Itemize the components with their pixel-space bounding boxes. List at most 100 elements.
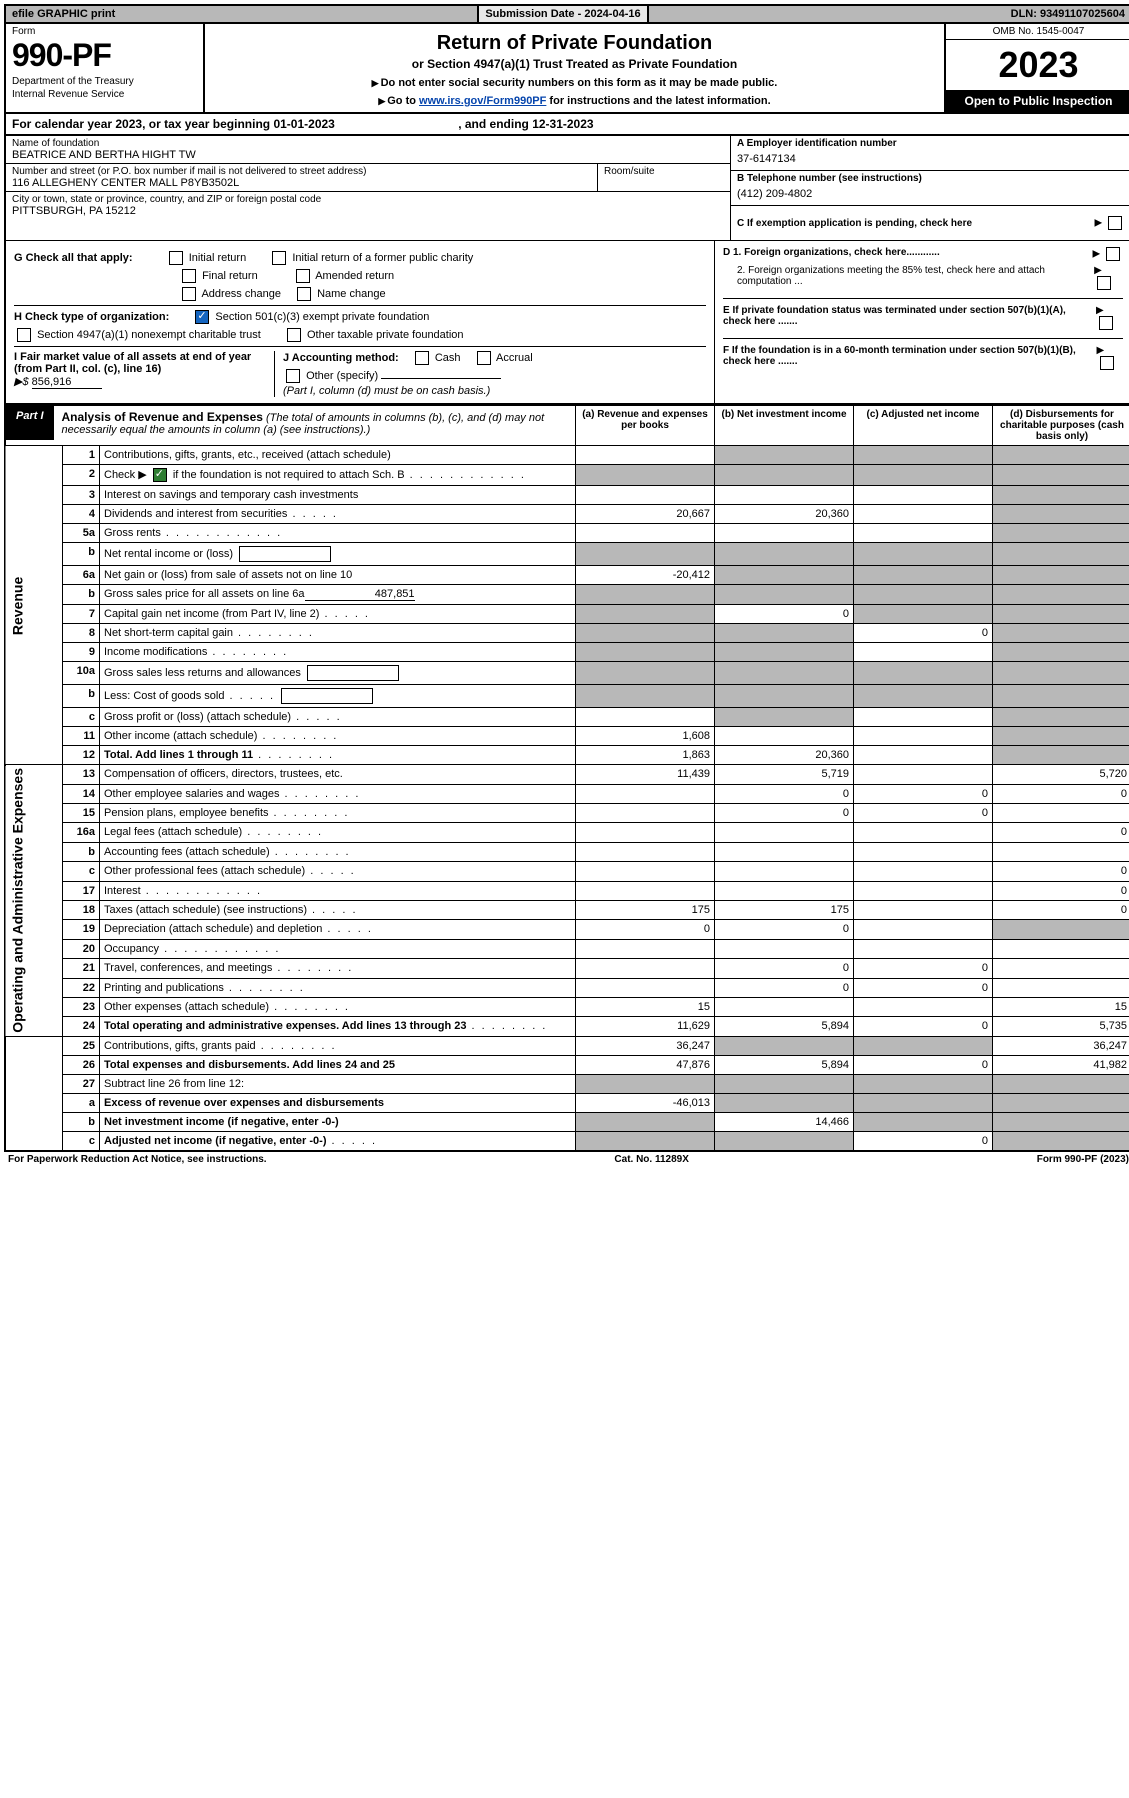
part1-title: Analysis of Revenue and Expenses (The to…	[54, 406, 575, 440]
name-change-checkbox[interactable]	[297, 287, 311, 301]
501c3-checkbox[interactable]	[195, 310, 209, 324]
line-g-row3: Address change Name change	[179, 287, 706, 301]
submission-date: Submission Date - 2024-04-16	[477, 6, 648, 22]
tax-year-end: 12-31-2023	[532, 117, 593, 131]
row-1: Contributions, gifts, grants, etc., rece…	[100, 446, 576, 465]
row-16c: Other professional fees (attach schedule…	[100, 862, 576, 881]
accrual-checkbox[interactable]	[477, 351, 491, 365]
phone-value: (412) 209-4802	[737, 188, 1125, 200]
foreign-85-checkbox[interactable]	[1097, 276, 1111, 290]
check-section: G Check all that apply: Initial return I…	[4, 241, 1129, 405]
revenue-side-label: Revenue	[5, 446, 63, 765]
dln-number: DLN: 93491107025604	[1005, 6, 1129, 22]
page-footer: For Paperwork Reduction Act Notice, see …	[4, 1152, 1129, 1167]
line-g-row2: Final return Amended return	[179, 269, 706, 283]
val-12b: 20,360	[715, 746, 854, 765]
entity-block: Name of foundation BEATRICE AND BERTHA H…	[4, 136, 1129, 241]
sch-b-checkbox[interactable]	[153, 468, 167, 482]
line-d1: D 1. Foreign organizations, check here..…	[723, 247, 1123, 261]
60-month-checkbox[interactable]	[1100, 356, 1114, 370]
cash-checkbox[interactable]	[415, 351, 429, 365]
row-10a: Gross sales less returns and allowances	[100, 662, 576, 685]
ssn-warning: Do not enter social security numbers on …	[209, 77, 940, 89]
row-20: Occupancy	[100, 939, 576, 958]
other-taxable-checkbox[interactable]	[287, 328, 301, 342]
paperwork-notice: For Paperwork Reduction Act Notice, see …	[8, 1154, 267, 1165]
irs-label: Internal Revenue Service	[12, 89, 197, 100]
val-4b: 20,360	[715, 505, 854, 524]
efile-print-label: efile GRAPHIC print	[6, 6, 121, 22]
row-12: Total. Add lines 1 through 11	[100, 746, 576, 765]
row-22: Printing and publications	[100, 978, 576, 997]
cat-number: Cat. No. 11289X	[614, 1154, 688, 1165]
foundation-name-cell: Name of foundation BEATRICE AND BERTHA H…	[6, 136, 730, 164]
row-6a: Net gain or (loss) from sale of assets n…	[100, 566, 576, 585]
row-2: Check ▶ if the foundation is not require…	[100, 465, 576, 486]
dept-treasury: Department of the Treasury	[12, 76, 197, 87]
form-footer-label: Form 990-PF (2023)	[1037, 1154, 1129, 1165]
omb-number: OMB No. 1545-0047	[946, 24, 1129, 40]
foreign-org-checkbox[interactable]	[1106, 247, 1120, 261]
initial-return-checkbox[interactable]	[169, 251, 183, 265]
title-block: Return of Private Foundation or Section …	[205, 24, 944, 112]
tax-year: 2023	[946, 40, 1129, 90]
row-7: Capital gain net income (from Part IV, l…	[100, 605, 576, 624]
line-d2: 2. Foreign organizations meeting the 85%…	[723, 265, 1123, 290]
row-15: Pension plans, employee benefits	[100, 803, 576, 822]
col-d-header: (d) Disbursements for charitable purpose…	[993, 406, 1129, 446]
amended-return-checkbox[interactable]	[296, 269, 310, 283]
efile-top-bar: efile GRAPHIC print Submission Date - 20…	[4, 4, 1129, 24]
status-terminated-checkbox[interactable]	[1099, 316, 1113, 330]
val-6b: 487,851	[305, 588, 415, 601]
form990pf-link[interactable]: www.irs.gov/Form990PF	[419, 95, 546, 107]
part1-table: Part I Analysis of Revenue and Expenses …	[4, 405, 1129, 1152]
tax-year-begin: 01-01-2023	[273, 117, 334, 131]
row-27b: Net investment income (if negative, ente…	[100, 1112, 576, 1131]
4947a1-checkbox[interactable]	[17, 328, 31, 342]
line-g: G Check all that apply: Initial return I…	[14, 251, 706, 265]
form-id-block: Form 990-PF Department of the Treasury I…	[6, 24, 205, 112]
initial-return-former-checkbox[interactable]	[272, 251, 286, 265]
city-cell: City or town, state or province, country…	[6, 192, 730, 219]
row-24: Total operating and administrative expen…	[100, 1017, 576, 1037]
ein-cell: A Employer identification number 37-6147…	[731, 136, 1129, 171]
row-6b: Gross sales price for all assets on line…	[100, 585, 576, 605]
val-8c: 0	[854, 624, 993, 643]
row-25: Contributions, gifts, grants paid	[100, 1036, 576, 1055]
col-a-header: (a) Revenue and expenses per books	[576, 406, 715, 446]
row-16a: Legal fees (attach schedule)	[100, 823, 576, 842]
row-27a: Excess of revenue over expenses and disb…	[100, 1093, 576, 1112]
exemption-pending-cell: C If exemption application is pending, c…	[731, 206, 1129, 240]
form-subtitle: or Section 4947(a)(1) Trust Treated as P…	[209, 57, 940, 71]
row-18: Taxes (attach schedule) (see instruction…	[100, 900, 576, 919]
row-13: Compensation of officers, directors, tru…	[100, 765, 576, 784]
calendar-year-row: For calendar year 2023, or tax year begi…	[4, 114, 1129, 136]
foundation-name: BEATRICE AND BERTHA HIGHT TW	[12, 149, 724, 161]
row-27: Subtract line 26 from line 12:	[100, 1074, 576, 1093]
address-cell: Number and street (or P.O. box number if…	[6, 164, 597, 191]
row-21: Travel, conferences, and meetings	[100, 959, 576, 978]
line-h: H Check type of organization: Section 50…	[14, 305, 706, 324]
row-11: Other income (attach schedule)	[100, 727, 576, 746]
form-title: Return of Private Foundation	[209, 32, 940, 55]
exemption-pending-checkbox[interactable]	[1108, 216, 1122, 230]
row-9: Income modifications	[100, 643, 576, 662]
row-17: Interest	[100, 881, 576, 900]
row-5a: Gross rents	[100, 524, 576, 543]
row-23: Other expenses (attach schedule)	[100, 997, 576, 1016]
row-8: Net short-term capital gain	[100, 624, 576, 643]
row-14: Other employee salaries and wages	[100, 784, 576, 803]
line-h-row2: Section 4947(a)(1) nonexempt charitable …	[14, 328, 706, 342]
goto-instructions: Go to www.irs.gov/Form990PF for instruct…	[209, 95, 940, 107]
final-return-checkbox[interactable]	[182, 269, 196, 283]
row-27c: Adjusted net income (if negative, enter …	[100, 1131, 576, 1151]
address-change-checkbox[interactable]	[182, 287, 196, 301]
line-e: E If private foundation status was termi…	[723, 298, 1123, 330]
line-f: F If the foundation is in a 60-month ter…	[723, 338, 1123, 370]
other-method-checkbox[interactable]	[286, 369, 300, 383]
val-6a: -20,412	[576, 566, 715, 585]
row-10b: Less: Cost of goods sold	[100, 685, 576, 708]
row-16b: Accounting fees (attach schedule)	[100, 842, 576, 861]
fmv-value: 856,916	[32, 376, 102, 389]
form-label: Form	[12, 26, 197, 37]
